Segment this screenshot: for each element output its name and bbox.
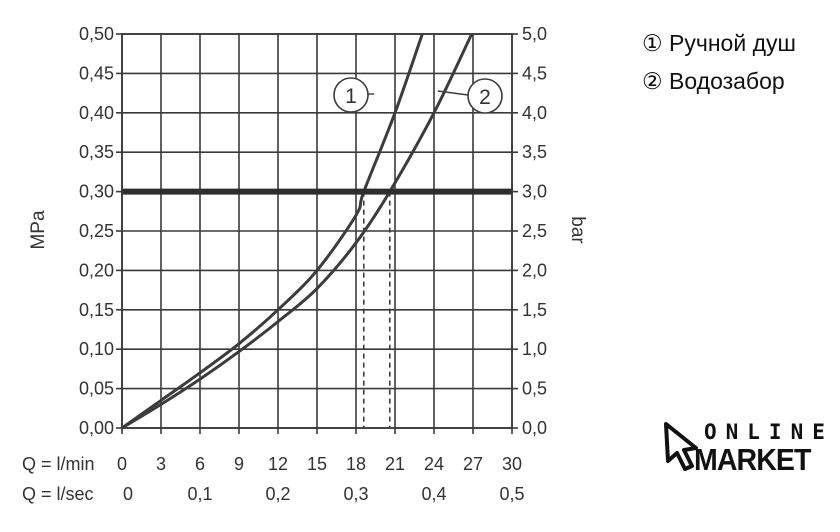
- legend-label-1: Ручной душ: [669, 30, 796, 56]
- x-axis-label-lsec: Q = l/sec: [22, 484, 94, 504]
- x-tick-label-lsec: 0,2: [265, 484, 290, 504]
- series-marker-leader-2: [437, 90, 469, 96]
- x-tick-label-lmin: 0: [117, 454, 127, 474]
- x-tick-label-lsec: 0,3: [343, 484, 368, 504]
- online-market-logo: ONLINE MARKET: [662, 418, 832, 478]
- y-tick-label-right: 3,5: [522, 142, 547, 162]
- y-tick-label-left: 0,30: [79, 182, 114, 202]
- x-tick-label-lsec: 0: [123, 484, 133, 504]
- y-tick-label-left: 0,40: [79, 103, 114, 123]
- chart-axes: 0 3 6 9 12 15 18 21 24 27 300 0,1 0,2 0,3 0,4 0,50,00 0,…: [79, 24, 547, 504]
- x-tick-label-lmin: 12: [268, 454, 288, 474]
- y-tick-label-left: 0,35: [79, 142, 114, 162]
- cursor-arrow-icon: [664, 422, 698, 471]
- x-tick-label-lmin: 18: [346, 454, 366, 474]
- y-tick-label-right: 2,0: [522, 260, 547, 280]
- y-tick-label-left: 0,10: [79, 339, 114, 359]
- y-tick-label-left: 0,45: [79, 63, 114, 83]
- series-marker-circle-1: [333, 77, 369, 113]
- legend-marker-1: ①: [642, 30, 663, 56]
- logo-text-market: MARKET: [694, 442, 811, 477]
- x-tick-label-lmin: 15: [307, 454, 327, 474]
- legend-item-2: ② Водозабор: [642, 68, 785, 95]
- plot-frame: [121, 33, 513, 429]
- x-tick-label-lmin: 6: [195, 454, 205, 474]
- y-tick-label-left: 0,50: [79, 24, 114, 44]
- y-tick-label-right: 3,0: [522, 182, 547, 202]
- legend-marker-2: ②: [642, 68, 663, 94]
- y-tick-label-right: 1,5: [522, 300, 547, 320]
- x-tick-label-lsec: 0,5: [499, 484, 524, 504]
- y-tick-label-right: 0,0: [522, 418, 547, 438]
- x-tick-label-lsec: 0,4: [421, 484, 446, 504]
- series-line-1: [121, 33, 424, 430]
- y-tick-label-right: 1,0: [522, 339, 547, 359]
- series-marker-label-2: 2: [479, 86, 491, 109]
- x-tick-label-lsec: 0,1: [187, 484, 212, 504]
- y-tick-label-right: 5,0: [522, 24, 547, 44]
- y-tick-label-left: 0,20: [79, 260, 114, 280]
- series-marker-circle-2: [467, 78, 503, 114]
- series-marker-label-1: 1: [345, 85, 357, 108]
- x-tick-label-lmin: 9: [234, 454, 244, 474]
- x-axis-label-lmin: Q = l/min: [22, 454, 95, 474]
- x-tick-label-lmin: 21: [385, 454, 405, 474]
- logo-text-online: ONLINE: [704, 420, 834, 444]
- legend-label-2: Водозабор: [669, 68, 785, 94]
- y-tick-label-right: 4,5: [522, 63, 547, 83]
- y-tick-label-left: 0,25: [79, 221, 114, 241]
- series-line-2: [121, 33, 474, 430]
- right-axis-label: bar: [567, 216, 588, 244]
- y-tick-label-right: 2,5: [522, 221, 547, 241]
- x-tick-label-lmin: 27: [463, 454, 483, 474]
- y-tick-label-right: 4,0: [522, 103, 547, 123]
- x-tick-label-lmin: 24: [424, 454, 444, 474]
- legend-item-1: ① Ручной душ: [642, 30, 796, 57]
- y-tick-label-left: 0,05: [79, 379, 114, 399]
- left-axis-label: MPa: [28, 210, 49, 250]
- x-tick-label-lmin: 30: [502, 454, 522, 474]
- x-tick-label-lmin: 3: [156, 454, 166, 474]
- y-tick-label-right: 0,5: [522, 379, 547, 399]
- y-tick-label-left: 0,15: [79, 300, 114, 320]
- y-tick-label-left: 0,00: [79, 418, 114, 438]
